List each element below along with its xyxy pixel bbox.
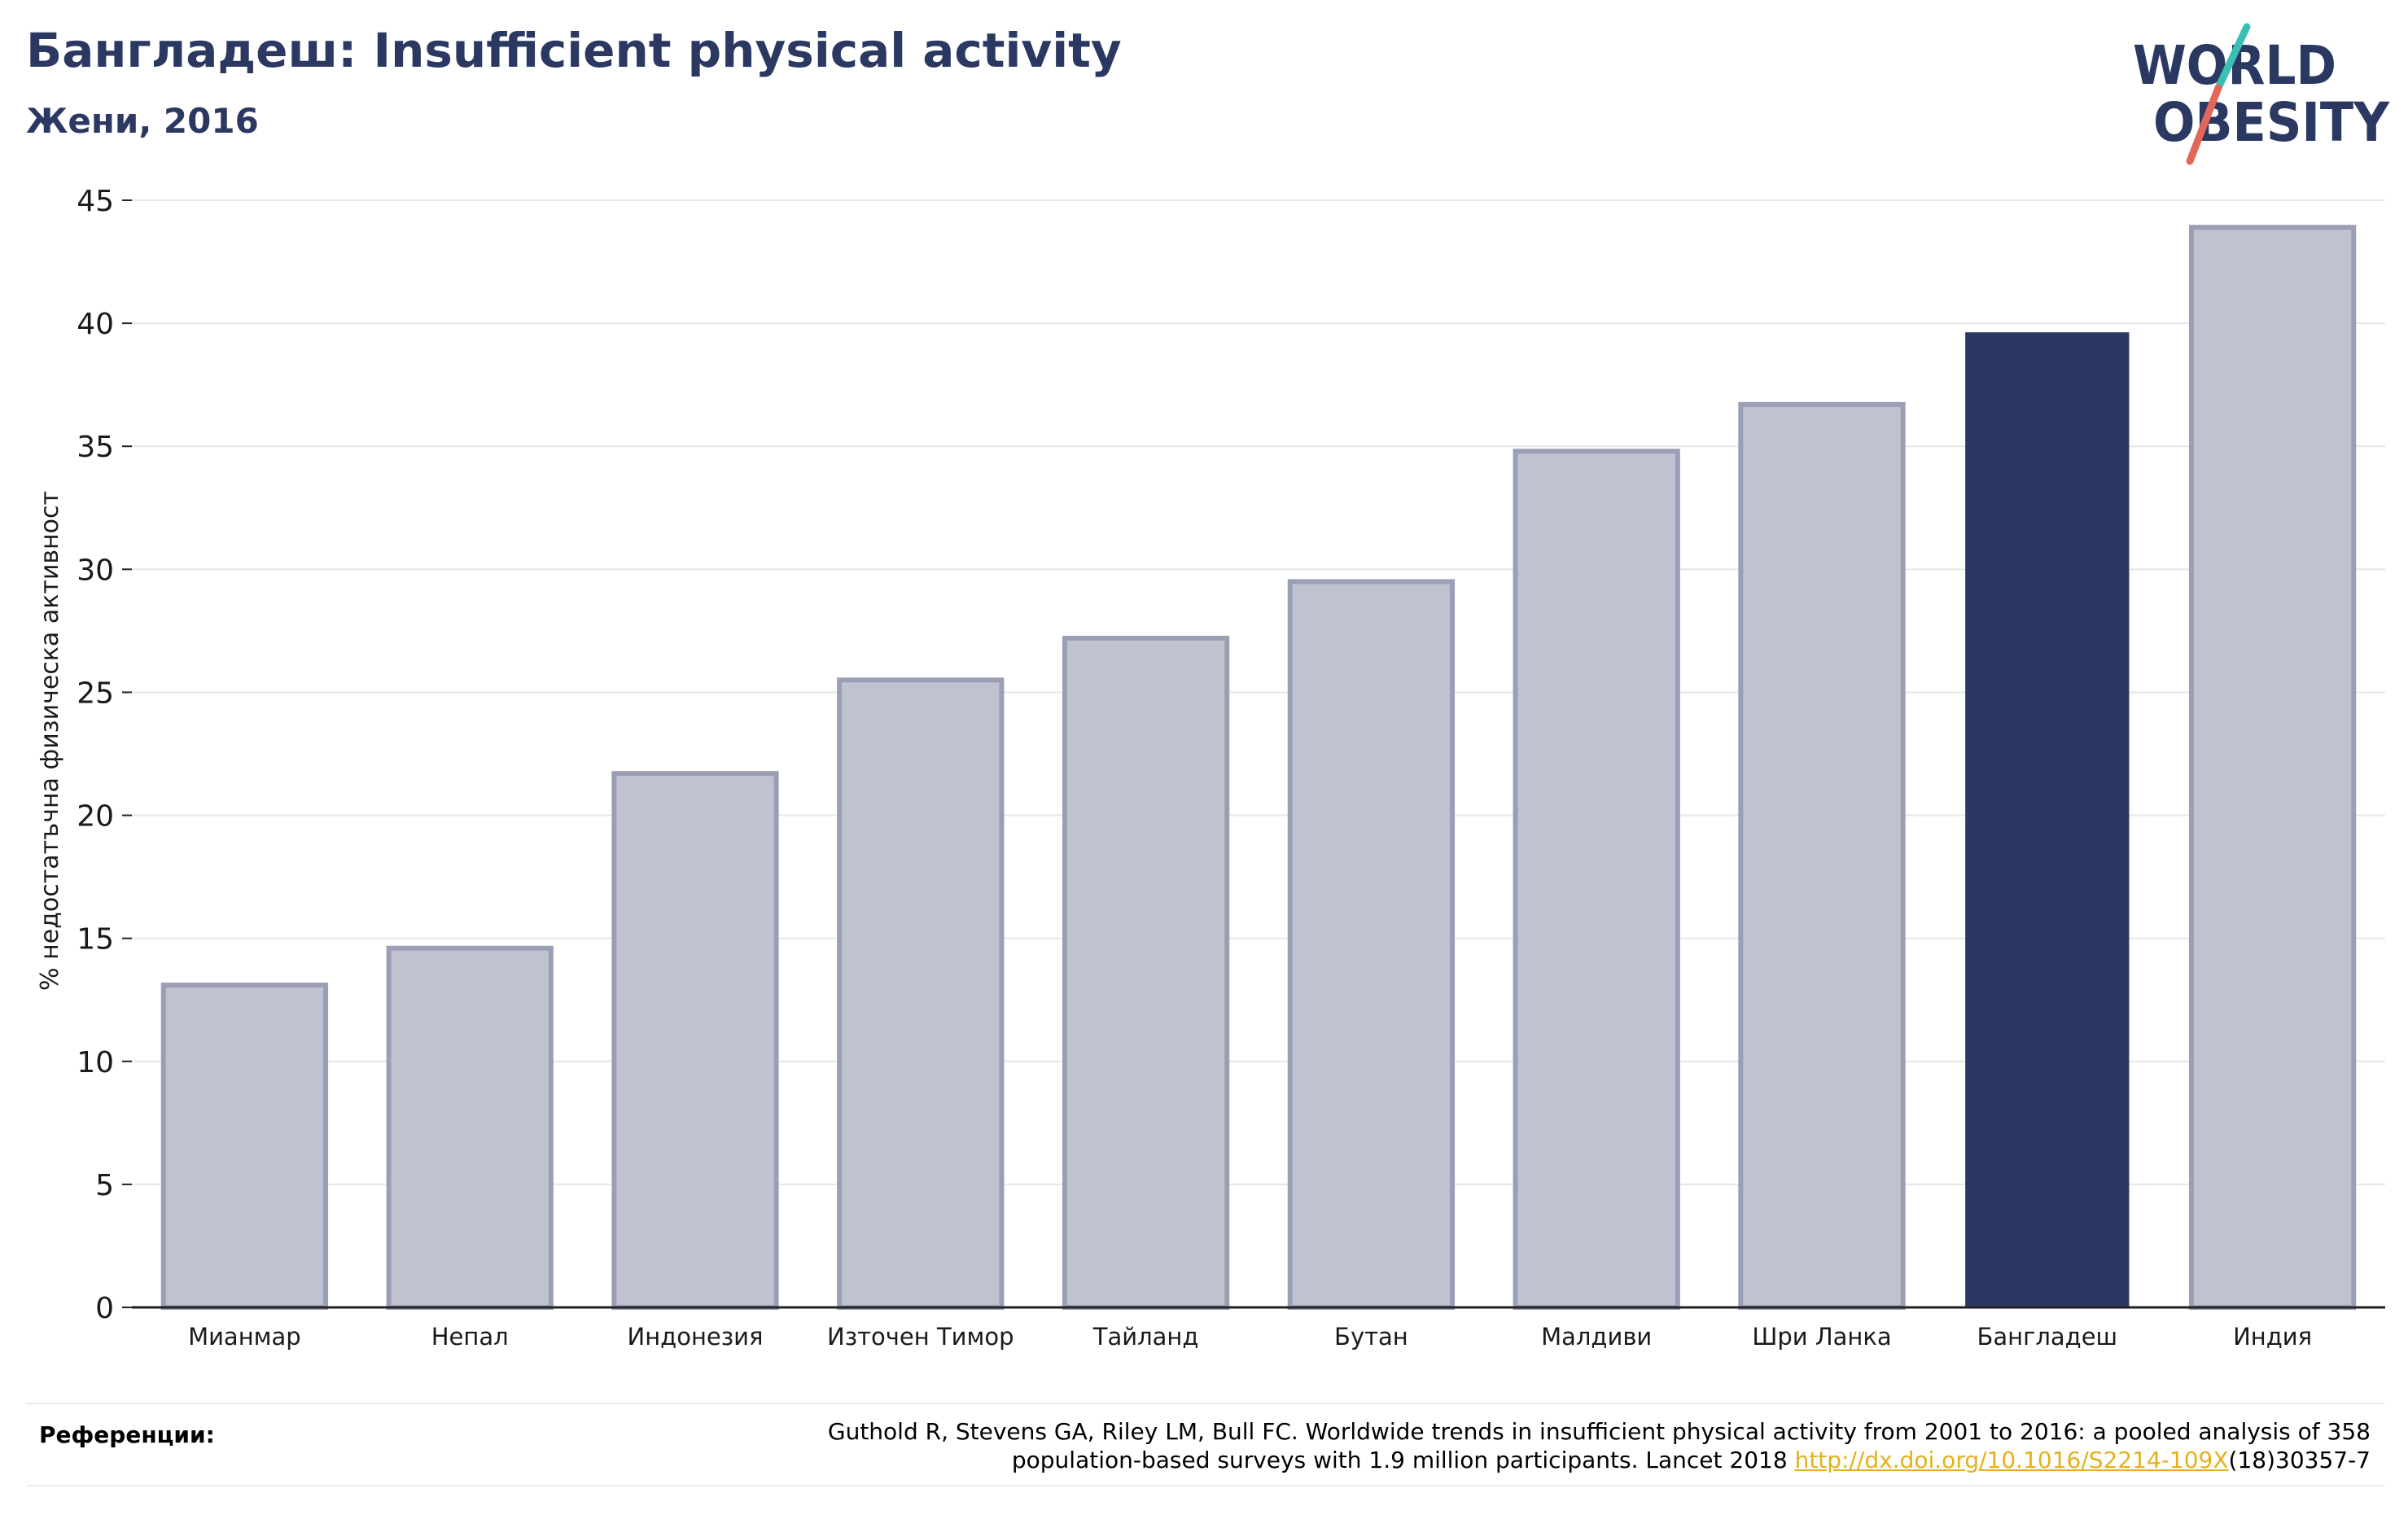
x-tick-label: Индия xyxy=(2233,1323,2312,1351)
y-tick-labels: 0 5 10 15 20 25 30 35 40 45 xyxy=(77,185,132,1325)
y-tick-label: 5 xyxy=(95,1169,114,1202)
y-tick-label: 0 xyxy=(95,1292,114,1325)
bar-9 xyxy=(1965,332,2130,1309)
y-tick-label: 30 xyxy=(77,554,114,587)
divider-bottom xyxy=(26,1485,2385,1486)
bar-8 xyxy=(1738,401,1906,1310)
x-tick-label: Шри Ланка xyxy=(1752,1323,1891,1351)
x-tick-label: Източен Тимор xyxy=(827,1323,1014,1351)
y-tick-label: 25 xyxy=(77,676,114,710)
references-line2: population-based surveys with 1.9 millio… xyxy=(661,1446,2371,1474)
bar-5 xyxy=(1062,635,1230,1310)
logo-line2: OBESITY xyxy=(2153,91,2390,154)
chart-title: Бангладеш: Insufficient physical activit… xyxy=(26,23,1122,78)
x-tick-label: Малдиви xyxy=(1541,1323,1652,1351)
x-tick-labels: Мианмар Непал Индонезия Източен Тимор Тайлан… xyxy=(188,1323,2312,1351)
logo-slash-bottom xyxy=(2186,84,2222,165)
bar-10 xyxy=(2188,225,2357,1311)
bar-1 xyxy=(160,983,329,1310)
x-tick-label: Индонезия xyxy=(628,1323,764,1351)
x-tick-label: Тайланд xyxy=(1092,1323,1199,1351)
references-line2-suffix: (18)30357-7 xyxy=(2228,1447,2371,1473)
x-tick-label: Мианмар xyxy=(188,1323,301,1351)
references-line1: Guthold R, Stevens GA, Riley LM, Bull FC… xyxy=(827,1418,2371,1445)
world-obesity-logo: WORLD OBESITY xyxy=(2133,23,2390,165)
bar-6 xyxy=(1287,579,1456,1310)
y-tick-label: 45 xyxy=(77,185,114,218)
chart-subtitle: Жени, 2016 xyxy=(26,101,259,141)
divider-top xyxy=(26,1403,2385,1404)
y-tick-label: 10 xyxy=(77,1046,114,1079)
references-text: Guthold R, Stevens GA, Riley LM, Bull FC… xyxy=(661,1417,2371,1474)
y-tick-label: 35 xyxy=(77,431,114,464)
logo-slash-top xyxy=(2214,23,2251,92)
bar-2 xyxy=(386,945,554,1311)
y-axis-label: % недостатъчна физическа активност xyxy=(36,491,64,991)
bar-4 xyxy=(837,677,1005,1310)
x-tick-label: Непал xyxy=(431,1323,509,1351)
bar-3 xyxy=(611,771,779,1310)
y-tick-label: 15 xyxy=(77,923,114,957)
references-line2-prefix: population-based surveys with 1.9 millio… xyxy=(1011,1447,1795,1473)
x-tick-label: Бангладеш xyxy=(1977,1323,2117,1351)
y-tick-label: 40 xyxy=(77,308,114,341)
doi-link[interactable]: http://dx.doi.org/10.1016/S2214-109X xyxy=(1794,1447,2229,1473)
bar-7 xyxy=(1513,449,1680,1310)
bars xyxy=(160,225,2357,1311)
y-tick-label: 20 xyxy=(77,800,114,834)
x-tick-label: Бутан xyxy=(1334,1323,1408,1351)
references-label: Референции: xyxy=(39,1421,215,1448)
